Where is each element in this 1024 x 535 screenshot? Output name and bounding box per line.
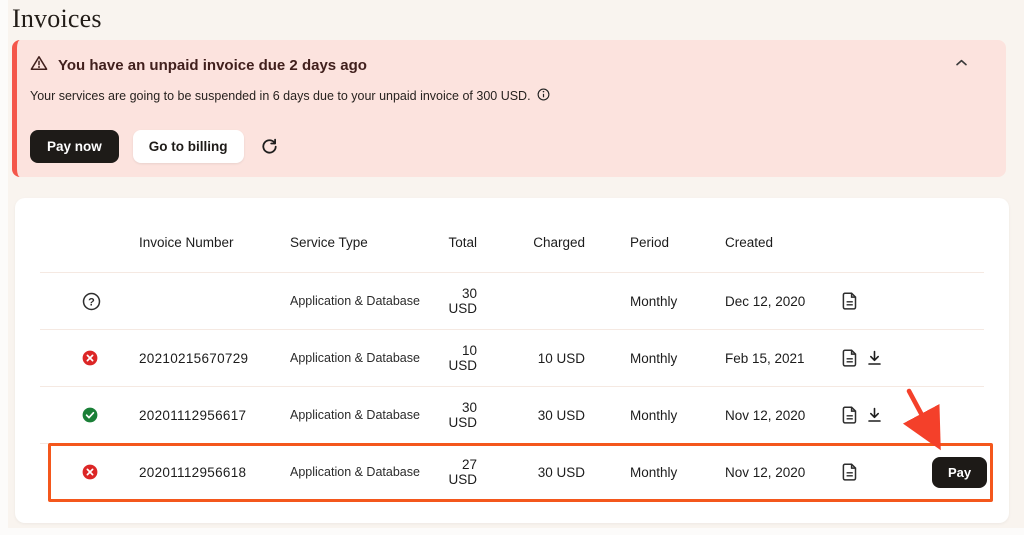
- total: 30 USD: [448, 400, 477, 430]
- column-service-type: Service Type: [290, 234, 368, 250]
- document-icon: [842, 406, 858, 427]
- table-row: 20201112956617 Application & Database 30…: [40, 386, 984, 443]
- viewport-bottom-edge: [0, 528, 1024, 535]
- alert-message: Your services are going to be suspended …: [30, 89, 531, 103]
- document-icon: [842, 463, 858, 484]
- alert-collapse-button[interactable]: [951, 55, 972, 71]
- document-icon: [842, 292, 858, 313]
- total: 10 USD: [448, 343, 477, 373]
- table-row: 20210215670729 Application & Database 10…: [40, 329, 984, 386]
- question-circle-icon: ?: [82, 292, 101, 314]
- column-invoice-number: Invoice Number: [139, 234, 234, 250]
- period: Monthly: [630, 407, 678, 423]
- download-invoice-button[interactable]: [867, 350, 882, 366]
- service-type: Application & Database: [290, 465, 420, 479]
- alert-title: You have an unpaid invoice due 2 days ag…: [58, 57, 367, 74]
- invoices-card: Invoice Number Service Type Total Charge…: [15, 198, 1009, 523]
- warning-triangle-icon: [30, 55, 48, 76]
- invoice-number: 20201112956618: [139, 464, 247, 480]
- download-icon: [867, 350, 882, 369]
- column-charged: Charged: [533, 234, 585, 250]
- download-invoice-button[interactable]: [867, 407, 882, 423]
- created: Nov 12, 2020: [725, 464, 806, 480]
- service-type: Application & Database: [290, 294, 420, 308]
- chevron-up-icon: [955, 55, 968, 70]
- download-icon: [867, 407, 882, 426]
- column-period: Period: [630, 234, 670, 250]
- total: 27 USD: [448, 457, 477, 487]
- refresh-button[interactable]: [258, 135, 281, 158]
- created: Nov 12, 2020: [725, 407, 806, 423]
- view-invoice-button[interactable]: [842, 349, 858, 367]
- document-icon: [842, 349, 858, 370]
- charged: 30 USD: [537, 407, 585, 423]
- view-invoice-button[interactable]: [842, 292, 858, 310]
- created: Feb 15, 2021: [725, 350, 805, 366]
- service-type: Application & Database: [290, 408, 420, 422]
- total: 30 USD: [448, 286, 477, 316]
- created: Dec 12, 2020: [725, 293, 806, 309]
- service-type: Application & Database: [290, 351, 420, 365]
- column-created: Created: [725, 234, 774, 250]
- viewport-left-edge: [0, 0, 8, 535]
- charged: 10 USD: [537, 350, 585, 366]
- view-invoice-button[interactable]: [842, 406, 858, 424]
- period: Monthly: [630, 350, 678, 366]
- table-header-row: Invoice Number Service Type Total Charge…: [40, 198, 984, 272]
- pay-now-button[interactable]: Pay now: [30, 130, 119, 163]
- info-circle-icon[interactable]: [537, 88, 550, 104]
- success-circle-icon: [82, 407, 98, 426]
- period: Monthly: [630, 464, 678, 480]
- error-circle-icon: [82, 464, 98, 483]
- charged: 30 USD: [537, 464, 585, 480]
- table-row: ? Application & Database 30 USD Monthly …: [40, 272, 984, 329]
- invoice-number: 20201112956617: [139, 407, 247, 423]
- pay-invoice-button[interactable]: Pay: [932, 456, 988, 488]
- error-circle-icon: [82, 350, 98, 369]
- refresh-icon: [260, 138, 279, 159]
- svg-text:?: ?: [88, 296, 95, 308]
- column-total: Total: [448, 234, 477, 250]
- period: Monthly: [630, 293, 678, 309]
- unpaid-invoice-alert: You have an unpaid invoice due 2 days ag…: [12, 40, 1006, 177]
- go-to-billing-button[interactable]: Go to billing: [132, 130, 244, 163]
- page-title: Invoices: [12, 4, 102, 33]
- table-row-highlighted: 20201112956618 Application & Database 27…: [40, 443, 993, 502]
- invoice-number: 20210215670729: [139, 350, 249, 366]
- view-invoice-button[interactable]: [842, 463, 858, 481]
